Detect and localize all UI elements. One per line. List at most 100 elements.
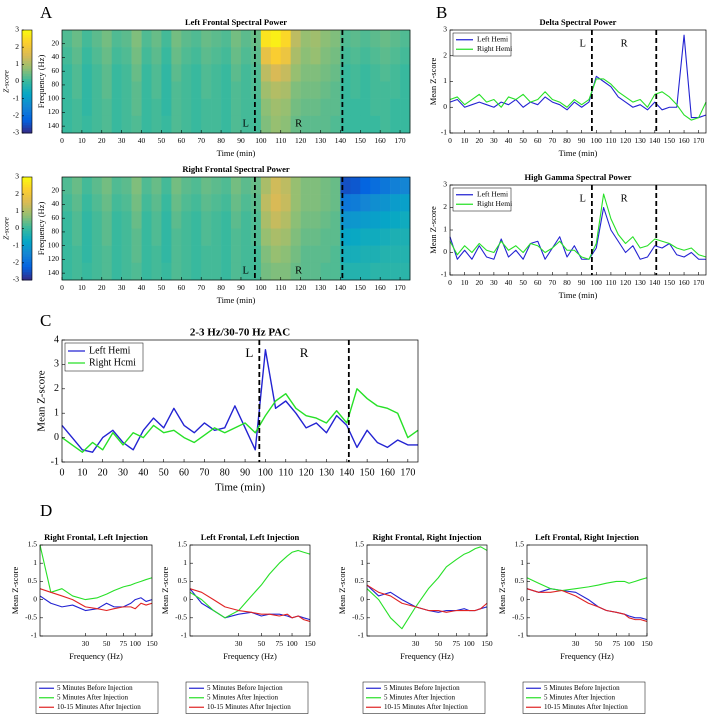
heatmap-cell	[81, 30, 93, 48]
heatmap-cell	[191, 245, 202, 264]
colorbar-swatch	[22, 102, 32, 106]
heatmap-cell	[270, 262, 282, 281]
y-tick-label: 40	[52, 52, 60, 61]
heatmap-cell	[400, 245, 411, 264]
heatmap-cell	[290, 194, 301, 212]
colorbar-swatch	[22, 189, 32, 193]
plot-frame	[526, 544, 648, 637]
heatmap-cell	[360, 64, 371, 82]
heatmap-cell	[161, 245, 172, 264]
heatmap-cell	[350, 228, 361, 246]
heatmap-cell	[280, 47, 291, 65]
colorbar-swatch	[22, 60, 32, 64]
heatmap-cell	[360, 81, 371, 99]
colorbar-swatch	[22, 277, 32, 281]
colorbar-swatch	[22, 218, 32, 222]
x-axis-label: Frequency (Hz)	[223, 651, 277, 661]
heatmap-cell	[171, 194, 182, 212]
heatmap-cell	[201, 47, 212, 65]
heatmap-cell	[300, 47, 311, 65]
colorbar-swatch	[22, 254, 32, 258]
x-axis-label: Time (min)	[559, 148, 598, 158]
y-axis-label: Frequency (Hz)	[36, 202, 46, 256]
heatmap-cell	[171, 98, 182, 117]
colorbar-tick-label: 1	[15, 206, 19, 215]
colorbar-swatch	[22, 109, 32, 113]
heatmap-cell	[380, 177, 391, 195]
y-tick-label: 1.5	[515, 540, 525, 549]
heatmap-cell	[260, 30, 272, 48]
colorbar-swatch	[22, 120, 32, 124]
colorbar-swatch	[22, 50, 32, 54]
x-tick-label: 90	[578, 278, 586, 287]
heatmap-cell	[320, 98, 331, 117]
heatmap-cell	[151, 81, 162, 99]
x-tick-label: 150	[664, 278, 676, 287]
colorbar-swatch	[22, 35, 32, 39]
colorbar-swatch	[22, 202, 32, 206]
colorbar-tick-label: 3	[15, 25, 19, 34]
heatmap-cell	[141, 228, 152, 246]
y-tick-label: -0.5	[175, 613, 187, 622]
x-tick-label: 160	[678, 136, 690, 145]
x-tick-label: 150	[481, 639, 493, 648]
heatmap-cell	[151, 115, 162, 134]
heatmap-cell	[81, 262, 93, 281]
legend-label: 5 Minutes After Injection	[207, 693, 278, 701]
y-tick-label: 40	[52, 199, 60, 208]
heatmap-cell	[201, 245, 212, 264]
chart: Right Frontal, Right Injection 30 50 75 100 1…	[337, 532, 493, 714]
heatmap-cell	[201, 115, 212, 134]
heatmap-cell	[171, 64, 182, 82]
heatmap-cell	[300, 81, 311, 99]
y-axis-label: Mean Z-score	[337, 567, 347, 615]
heatmap-cell	[320, 211, 331, 229]
heatmap-cell	[250, 81, 262, 99]
colorbar-swatch	[22, 233, 32, 237]
heatmap-cell	[201, 81, 212, 99]
heatmap-cell	[121, 30, 132, 48]
colorbar-swatch	[22, 40, 32, 44]
colorbar-swatch	[22, 231, 32, 235]
series-line	[449, 206, 706, 260]
heatmap-cell	[221, 47, 232, 65]
heatmap-cell	[191, 262, 202, 281]
heatmap-cell	[111, 194, 122, 212]
colorbar-swatch	[22, 220, 32, 224]
colorbar-swatch	[22, 187, 32, 191]
heatmap-cell	[161, 211, 172, 229]
heatmap-cell	[121, 47, 132, 65]
heatmap-cell	[360, 98, 371, 117]
heatmap-cell	[330, 177, 341, 195]
x-tick-label: 160	[375, 283, 387, 292]
colorbar-swatch	[22, 30, 32, 34]
heatmap-cell	[71, 64, 83, 82]
heatmap-cell	[360, 30, 371, 48]
colorbar-tick-label: 3	[15, 172, 19, 181]
colorbar-swatch	[22, 37, 32, 41]
heatmap-cell	[380, 228, 391, 246]
y-axis-label: Mean Z-score	[10, 567, 20, 615]
colorbar-swatch	[22, 241, 32, 245]
x-axis-label: Time (min)	[559, 290, 598, 300]
x-tick-label: 140	[649, 278, 661, 287]
heatmap-cell	[62, 177, 73, 195]
legend-label: 5 Minutes After Injection	[57, 693, 128, 701]
x-tick-label: 50	[435, 639, 443, 648]
heatmap-cell	[340, 245, 351, 264]
legend-label: 10-15 Minutes After Injection	[57, 703, 141, 711]
x-tick-label: 150	[360, 467, 375, 478]
colorbar-swatch	[22, 58, 32, 62]
heatmap-cell	[91, 30, 103, 48]
heatmap-cell	[390, 64, 401, 82]
colorbar-swatch	[22, 246, 32, 250]
heatmap-cell	[231, 177, 242, 195]
series-line	[189, 549, 311, 619]
heatmap-cell	[121, 211, 132, 229]
heatmap-cell	[131, 228, 142, 246]
heatmap-cell	[91, 115, 103, 134]
heatmap-cell	[121, 177, 132, 195]
x-tick-label: 0	[60, 283, 64, 292]
heatmap-cell	[310, 177, 321, 195]
